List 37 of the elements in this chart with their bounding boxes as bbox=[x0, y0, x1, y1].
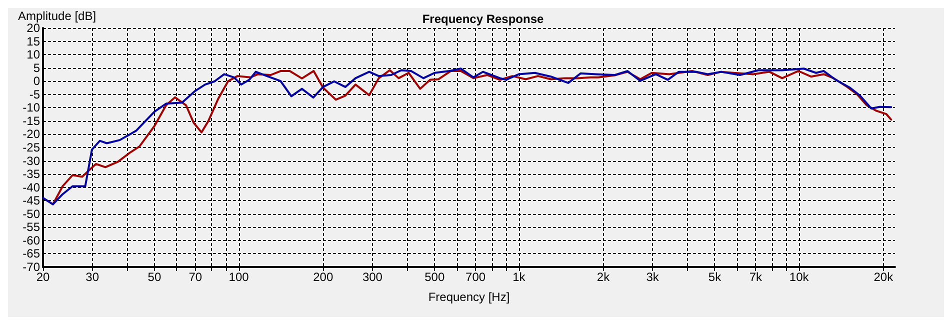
x-tick-label: 500 bbox=[424, 270, 445, 284]
x-tick-label: 1k bbox=[512, 270, 526, 284]
x-axis-title: Frequency [Hz] bbox=[428, 290, 510, 304]
x-tick-label: 700 bbox=[466, 270, 486, 284]
x-tick-label: 100 bbox=[228, 270, 250, 284]
y-tick-label: -25 bbox=[22, 140, 40, 154]
y-tick-label: -55 bbox=[22, 220, 40, 234]
y-tick-label: -35 bbox=[22, 167, 40, 182]
y-tick-label: -5 bbox=[29, 87, 40, 102]
x-tick-label: 300 bbox=[362, 270, 383, 284]
x-tick-label: 3k bbox=[646, 270, 660, 284]
y-tick-label: 20 bbox=[26, 21, 40, 35]
x-tick-label: 70 bbox=[188, 270, 202, 284]
y-tick-label: -60 bbox=[22, 233, 40, 248]
y-axis-title: Amplitude [dB] bbox=[18, 9, 96, 23]
y-tick-label: -65 bbox=[22, 246, 40, 261]
y-tick-label: -20 bbox=[22, 127, 40, 142]
y-tick-label: -10 bbox=[22, 100, 40, 115]
x-tick-label: 30 bbox=[86, 270, 100, 284]
y-tick-label: -30 bbox=[22, 154, 40, 168]
y-tick-label: 15 bbox=[26, 34, 40, 48]
x-tick-label: 200 bbox=[313, 270, 334, 284]
y-tick-label: -50 bbox=[22, 206, 40, 221]
x-tick-label: 7k bbox=[749, 270, 764, 284]
y-tick-label: 5 bbox=[33, 60, 40, 75]
x-tick-label: 10k bbox=[789, 270, 810, 284]
y-tick-label: -70 bbox=[22, 260, 40, 274]
y-tick-label: 10 bbox=[26, 48, 40, 62]
x-tick-label: 50 bbox=[148, 270, 162, 284]
x-tick-label: 5k bbox=[708, 270, 722, 284]
y-tick-label: -15 bbox=[22, 114, 40, 128]
y-tick-label: -45 bbox=[22, 194, 40, 208]
y-tick-label: 0 bbox=[33, 74, 40, 88]
x-tick-label: 20k bbox=[874, 270, 894, 284]
x-tick-label: 2k bbox=[596, 270, 611, 284]
chart-title: Frequency Response bbox=[422, 12, 544, 26]
y-tick-label: -40 bbox=[22, 180, 40, 194]
